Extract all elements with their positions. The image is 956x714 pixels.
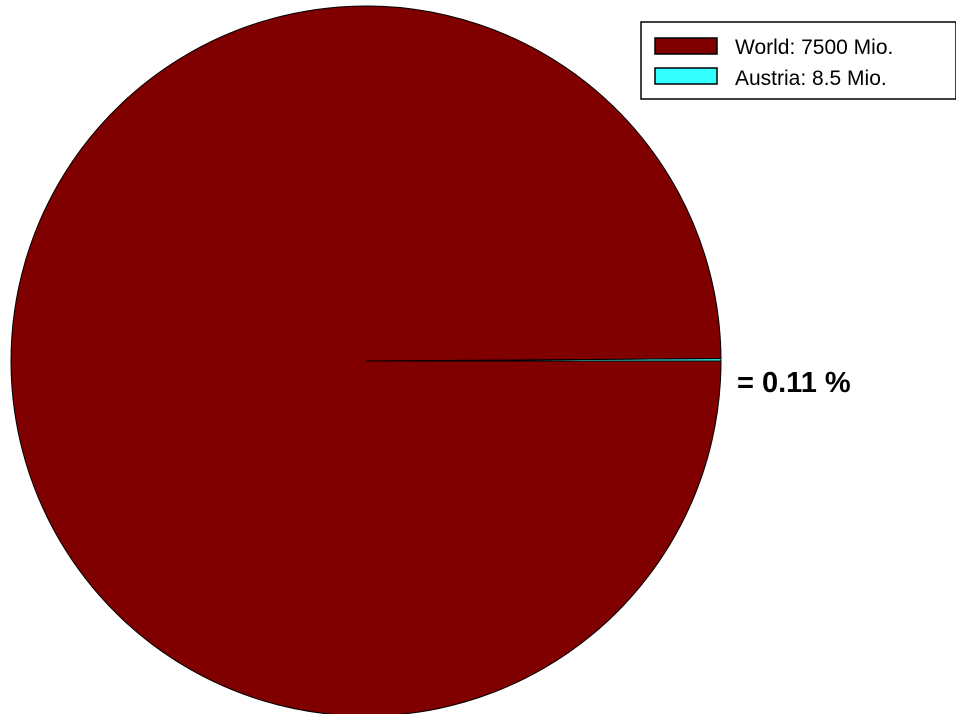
pie-slices: [10, 5, 722, 714]
legend-label-austria: Austria: 8.5 Mio.: [735, 67, 887, 90]
legend-swatch-world: [654, 37, 718, 55]
pie-slice-world: [10, 5, 722, 714]
percentage-annotation: = 0.11 %: [737, 367, 851, 399]
legend-swatch-austria: [654, 67, 718, 85]
legend-frame: [640, 21, 956, 100]
legend: World: 7500 Mio. Austria: 8.5 Mio.: [640, 21, 956, 100]
legend-label-world: World: 7500 Mio.: [735, 36, 893, 59]
